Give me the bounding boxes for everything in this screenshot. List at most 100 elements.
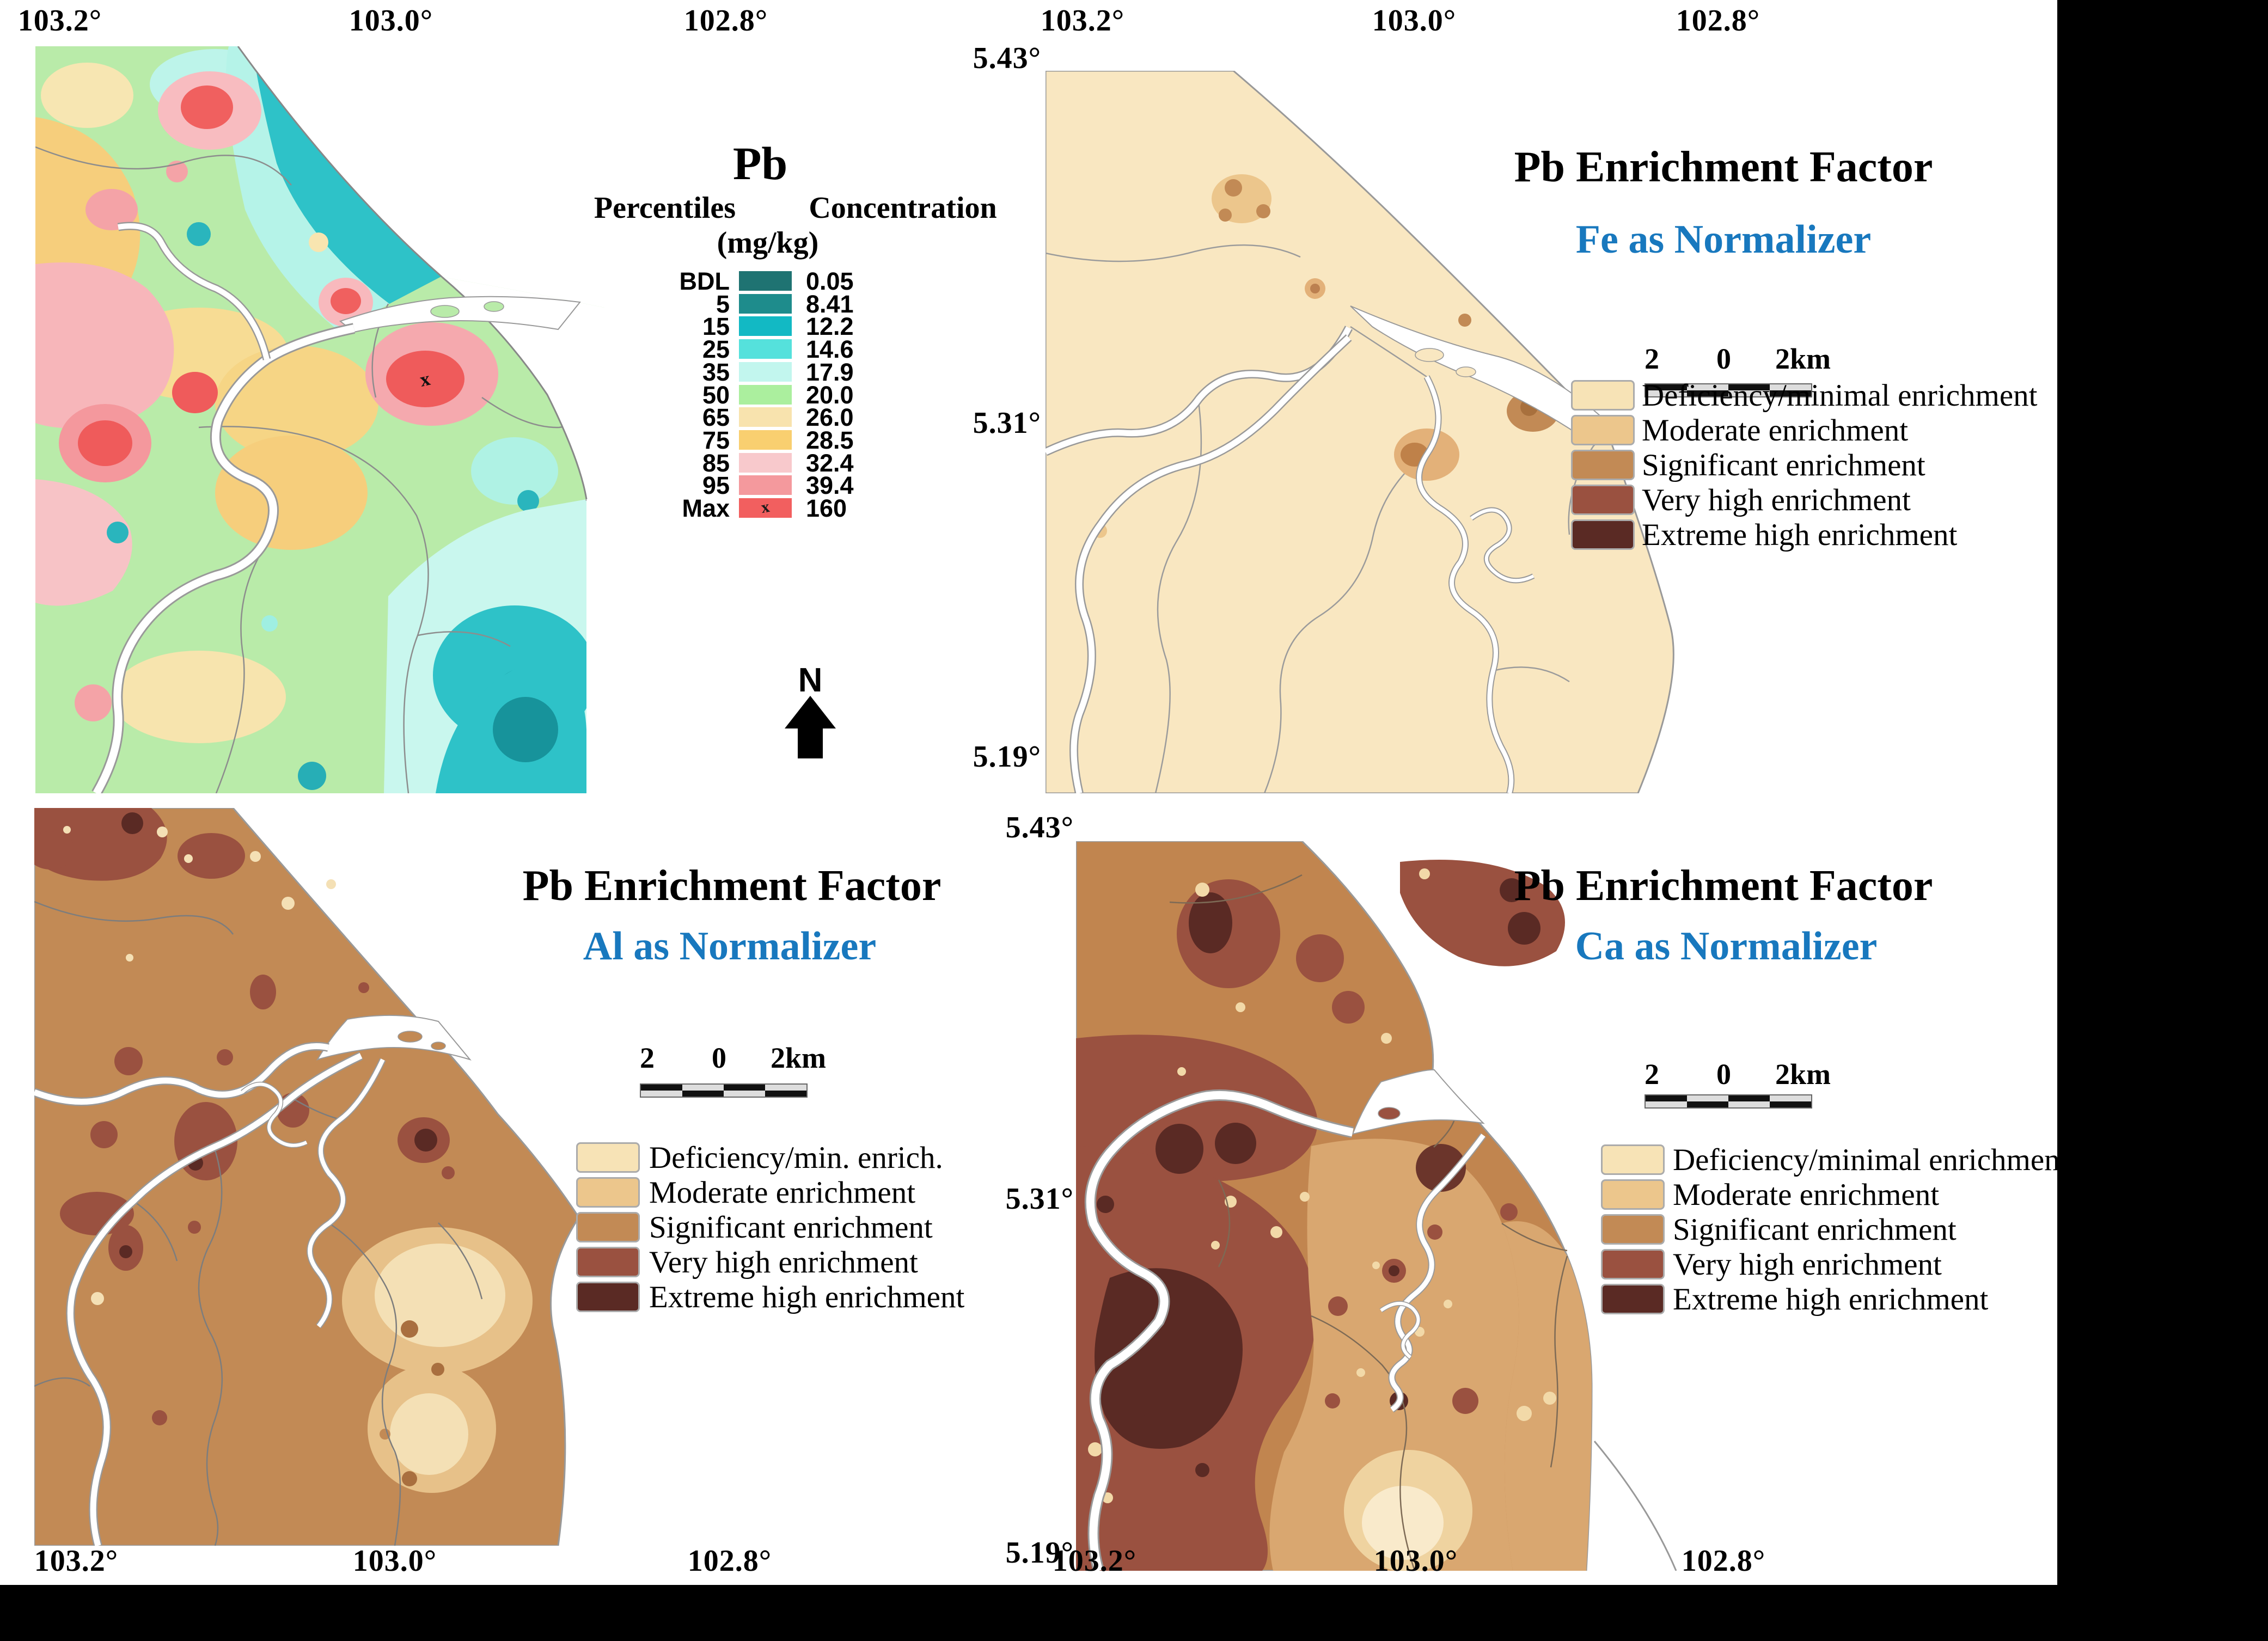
pb-legend-percentile: 15 (702, 313, 730, 340)
ca-legend-label: Significant enrichment (1673, 1213, 1957, 1247)
al-lon-tick-3: 102.8° (687, 1544, 772, 1578)
pb-legend-percentile: 85 (702, 449, 730, 477)
al-legend-label: Extreme high enrichment (649, 1280, 965, 1314)
fe-panel-subtitle: Fe as Normalizer (1575, 217, 1872, 262)
fe-scalebar-mid: 0 (1716, 342, 1731, 375)
ca-legend-label: Very high enrichment (1673, 1247, 1942, 1282)
pb-legend-value: 12.2 (806, 313, 854, 340)
pb-legend-swatch (739, 339, 792, 359)
al-patches (34, 808, 533, 1493)
al-legend-swatch-deficiency (576, 1142, 640, 1173)
pb-legend-value: 20.0 (806, 381, 854, 409)
pb-legend-col-percentiles: Percentiles (594, 191, 736, 225)
ca-lon-tick-2: 103.0° (1373, 1544, 1458, 1578)
pb-legend-max-marker: x (760, 497, 771, 517)
pb-legend-value: 28.5 (806, 426, 854, 454)
ca-scalebar: 2 0 2km (1645, 1057, 1831, 1115)
pb-legend-swatch (739, 271, 792, 291)
pb-legend-value: 26.0 (806, 403, 854, 431)
ca-panel-title: Pb Enrichment Factor (1514, 862, 1933, 910)
ca-rivers (1084, 1089, 1487, 1571)
ca-legend-swatch-significant (1601, 1214, 1665, 1245)
north-arrow-icon (785, 696, 836, 758)
al-rivers (34, 1042, 386, 1546)
ca-lat-tick-3: 5.19° (1005, 1536, 1074, 1570)
fe-scalebar: 2 0 2km (1645, 342, 1831, 402)
al-legend-swatch-extreme (576, 1282, 640, 1312)
pb-legend-swatch (739, 385, 792, 405)
fe-legend-label: Deficiency/minimal enrichment (1642, 378, 2038, 413)
fe-legend-swatch-extreme (1571, 519, 1635, 550)
fe-lon-tick-3: 102.8° (1676, 4, 1760, 38)
pb-legend-swatch (739, 294, 792, 314)
ca-legend-label: Deficiency/minimal enrichment (1673, 1143, 2069, 1177)
al-scalebar: 2 0 2km (640, 1041, 826, 1104)
al-legend-swatch-very-high (576, 1247, 640, 1277)
ca-patches (1076, 859, 1592, 1571)
pb-legend-value: 14.6 (806, 335, 854, 363)
pb-legend-percentile: BDL (679, 267, 730, 295)
fe-lat-tick-3: 5.19° (973, 740, 1041, 774)
pb-lon-tick-1: 103.2° (17, 4, 102, 38)
fe-legend-label: Very high enrichment (1642, 483, 1911, 517)
pb-estuary (339, 296, 581, 333)
pb-river (91, 222, 356, 793)
pb-legend-value: 39.4 (806, 472, 854, 499)
ca-legend-swatch-deficiency (1601, 1144, 1665, 1175)
pb-legend-value: 0.05 (806, 267, 854, 295)
al-scalebar-right: 2km (771, 1042, 827, 1074)
ca-scalebar-right: 2km (1775, 1058, 1831, 1091)
al-sea-sliver (551, 1217, 579, 1546)
al-scalebar-mid: 0 (712, 1042, 726, 1074)
pb-legend-value: 8.41 (806, 290, 854, 318)
ca-lat-tick-1: 5.43° (1005, 811, 1074, 844)
fe-legend-swatch-moderate (1571, 415, 1635, 445)
al-panel-title: Pb Enrichment Factor (522, 862, 942, 910)
pb-legend-swatch (739, 430, 792, 450)
ca-offshore-coastline (1593, 1441, 1677, 1571)
pb-legend-percentile: 95 (702, 472, 730, 499)
pb-legend-col-concentration: Concentration (809, 191, 997, 225)
ca-scalebar-mid: 0 (1716, 1058, 1731, 1091)
al-legend-label: Significant enrichment (649, 1210, 933, 1245)
pb-legend-percentile: 25 (702, 335, 730, 363)
ca-district-lines (1169, 874, 1568, 1571)
pb-legend-swatch (739, 453, 792, 473)
ca-lon-tick-3: 102.8° (1681, 1544, 1766, 1578)
al-legend-swatch-moderate (576, 1177, 640, 1208)
ca-lon-tick-1: 103.2° (1052, 1544, 1137, 1578)
pb-legend-swatch-max: x (739, 498, 792, 518)
al-legend-swatch-significant (576, 1212, 640, 1242)
ca-scalebar-left: 2 (1645, 1058, 1659, 1091)
fe-enrichment-map (1046, 71, 1721, 793)
al-scalebar-bar (640, 1083, 808, 1098)
pb-legend-swatch (739, 407, 792, 427)
al-legend-label: Very high enrichment (649, 1245, 918, 1279)
ca-legend-swatch-moderate (1601, 1179, 1665, 1210)
fe-panel-title: Pb Enrichment Factor (1514, 143, 1933, 191)
al-enrichment-map (34, 808, 579, 1546)
pb-legend-value: 160 (806, 494, 847, 522)
pb-legend-percentile: 75 (702, 426, 730, 454)
pb-legend-swatch (739, 362, 792, 382)
fe-legend-label: Significant enrichment (1642, 448, 1925, 482)
al-lon-tick-2: 103.0° (352, 1544, 437, 1578)
fe-rivers (1046, 326, 1535, 793)
pb-lon-tick-3: 102.8° (683, 4, 768, 38)
pb-legend-swatch (739, 316, 792, 336)
pb-legend-value: 32.4 (806, 449, 854, 477)
fe-district-lines (1046, 244, 1601, 793)
ca-legend-label: Extreme high enrichment (1673, 1282, 1989, 1317)
fe-scalebar-left: 2 (1645, 342, 1659, 375)
ca-legend-label: Moderate enrichment (1673, 1178, 1940, 1212)
fe-lon-tick-2: 103.0° (1372, 4, 1457, 38)
al-legend-label: Deficiency/min. enrich. (649, 1141, 943, 1175)
fe-legend-label: Extreme high enrichment (1642, 518, 1958, 552)
pb-legend-units: (mg/kg) (717, 226, 819, 260)
fe-scalebar-bar (1645, 383, 1812, 397)
ca-lat-tick-2: 5.31° (1005, 1182, 1074, 1216)
al-scalebar-left: 2 (640, 1042, 655, 1074)
pb-legend-value: 17.9 (806, 358, 854, 386)
fe-lat-tick-1: 5.43° (973, 41, 1041, 75)
